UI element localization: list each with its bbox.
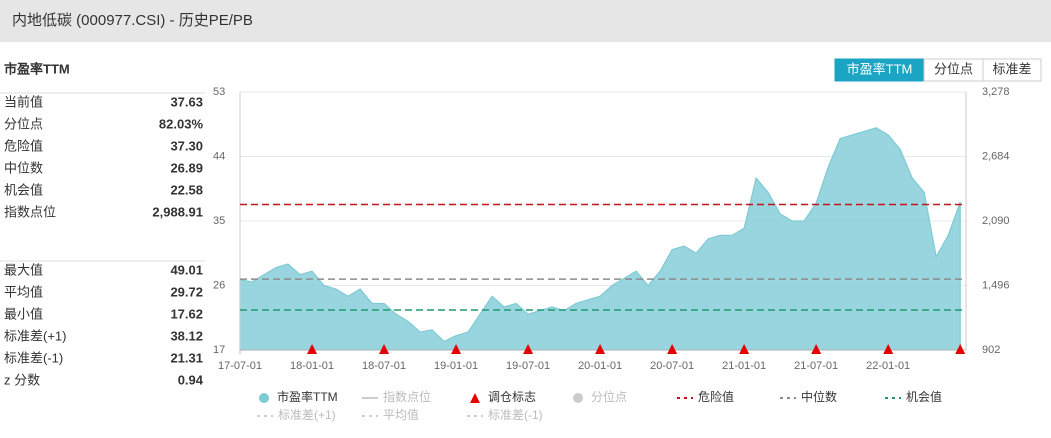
stat-label: 标准差(+1) (4, 328, 66, 343)
pe-area (239, 127, 961, 351)
stat-label: 危险值 (4, 138, 43, 153)
legend-label[interactable]: 市盈率TTM (277, 389, 338, 404)
stat-label: 中位数 (4, 160, 43, 175)
stat-value: 82.03% (159, 116, 204, 131)
tab-label[interactable]: 分位点 (934, 61, 973, 76)
rebalance-marker (595, 344, 606, 354)
tab-label[interactable]: 标准差 (992, 61, 1031, 76)
header-title: 内地低碳 (000977.CSI) - 历史PE/PB (12, 12, 253, 29)
stat-value: 2,988.91 (152, 204, 203, 219)
x-tick-label: 20-01-01 (578, 360, 622, 372)
legend-label[interactable]: 中位数 (801, 389, 837, 404)
y-tick-label: 44 (213, 150, 225, 162)
y2-tick-label: 902 (982, 344, 1000, 356)
stat-label: 指数点位 (4, 204, 56, 219)
y-tick-label: 53 (213, 86, 225, 98)
stat-label: 机会值 (4, 182, 43, 197)
y-tick-label: 26 (213, 279, 225, 291)
y-tick-label: 35 (213, 215, 225, 227)
tab-label[interactable]: 市盈率TTM (847, 61, 913, 76)
rebalance-marker (523, 344, 534, 354)
rebalance-marker (451, 344, 462, 354)
legend-label[interactable]: 标准差(-1) (488, 408, 543, 422)
stat-value: 22.58 (170, 182, 203, 197)
stat-label: z 分数 (4, 372, 40, 387)
rebalance-marker (811, 344, 822, 354)
stat-value: 37.30 (170, 138, 203, 153)
y2-tick-label: 3,278 (982, 86, 1010, 98)
legend-marker (573, 393, 583, 403)
x-tick-label: 20-07-01 (650, 360, 694, 372)
stat-label: 最小值 (4, 306, 43, 321)
rebalance-marker (955, 344, 966, 354)
stat-value: 29.72 (170, 284, 203, 299)
tab[interactable] (982, 58, 1042, 82)
x-tick-label: 21-01-01 (722, 360, 766, 372)
legend-marker (470, 393, 480, 403)
stats-title: 市盈率TTM (4, 61, 70, 76)
legend-label[interactable]: 机会值 (906, 389, 942, 404)
stat-label: 标准差(-1) (4, 350, 63, 365)
header-bar (0, 0, 1051, 42)
stat-label: 平均值 (4, 284, 43, 299)
legend-label[interactable]: 标准差(+1) (278, 408, 336, 422)
x-tick-label: 18-01-01 (290, 360, 334, 372)
stat-value: 38.12 (170, 328, 203, 343)
stat-value: 17.62 (170, 306, 203, 321)
x-tick-label: 22-01-01 (866, 360, 910, 372)
rebalance-marker (379, 344, 390, 354)
legend-label[interactable]: 指数点位 (383, 389, 431, 404)
y2-tick-label: 2,684 (982, 150, 1010, 162)
stat-value: 49.01 (170, 262, 203, 277)
stat-value: 21.31 (170, 350, 203, 365)
stat-label: 当前值 (4, 94, 43, 109)
legend-marker (259, 393, 269, 403)
stat-label: 分位点 (4, 116, 43, 131)
y2-tick-label: 2,090 (982, 215, 1010, 227)
rebalance-marker (667, 344, 678, 354)
stat-value: 0.94 (178, 372, 204, 387)
stat-value: 37.63 (170, 94, 203, 109)
legend-label[interactable]: 分位点 (591, 389, 627, 404)
stat-value: 26.89 (170, 160, 203, 175)
x-tick-label: 19-01-01 (434, 360, 478, 372)
x-tick-label: 18-07-01 (362, 360, 406, 372)
legend-label[interactable]: 调仓标志 (488, 390, 536, 404)
y2-tick-label: 1,496 (982, 279, 1010, 291)
rebalance-marker (739, 344, 750, 354)
x-tick-label: 21-07-01 (794, 360, 838, 372)
x-tick-label: 17-07-01 (218, 360, 262, 372)
x-tick-label: 19-07-01 (506, 360, 550, 372)
y-tick-label: 17 (213, 344, 225, 356)
legend-label[interactable]: 平均值 (383, 407, 419, 422)
rebalance-marker (883, 344, 894, 354)
rebalance-marker (307, 344, 318, 354)
stat-label: 最大值 (4, 262, 43, 277)
legend-label[interactable]: 危险值 (698, 389, 734, 404)
